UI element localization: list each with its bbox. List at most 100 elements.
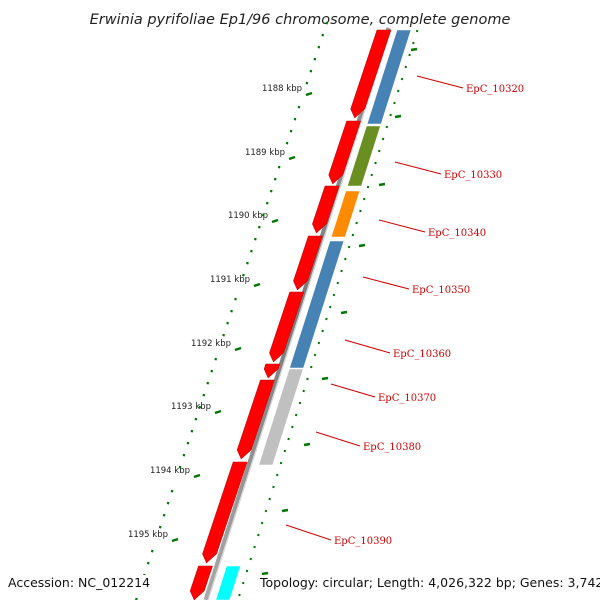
gc-dot [321, 33, 325, 37]
gc-dot [166, 501, 170, 505]
gc-dot [234, 297, 237, 301]
gc-dot [242, 273, 245, 277]
gc-dot [293, 117, 297, 121]
cog-block-grey [258, 368, 304, 466]
inner-gc-dot [242, 581, 245, 585]
gc-dot [269, 189, 273, 193]
gc-dot [206, 381, 210, 385]
gc-dots [135, 21, 419, 600]
gene-label: EpC_10320 [466, 84, 524, 95]
inner-gc-dot [317, 341, 321, 345]
gene-track [189, 29, 392, 600]
gc-dot [158, 525, 162, 529]
gc-dot [214, 357, 218, 361]
inner-gc-dot [245, 569, 249, 573]
inner-gc-dot [268, 497, 271, 501]
inner-gc-tick [281, 508, 289, 513]
scale-tick-label: 1192 kbp [191, 339, 231, 349]
gc-dot [265, 201, 269, 205]
label-leader-line [362, 276, 410, 290]
inner-gc-dot [370, 173, 373, 177]
inner-gc-dot [366, 185, 370, 189]
inner-gc-dot [351, 233, 355, 237]
inner-gc-dot [393, 101, 396, 105]
cog-block-blue [289, 240, 345, 369]
inner-gc-dot [389, 113, 392, 117]
inner-gc-dot [321, 329, 324, 333]
inner-gc-dot [400, 77, 404, 81]
inner-gc-tick [321, 376, 329, 381]
inner-gc-dot [385, 125, 389, 129]
inner-gc-dot [415, 29, 419, 33]
inner-gc-tick [358, 243, 366, 248]
gene-label: EpC_10360 [393, 349, 451, 360]
gc-dot [313, 57, 317, 61]
gc-dot [210, 369, 214, 373]
inner-gc-dot [238, 593, 241, 597]
gene-arrow [269, 291, 305, 363]
gene-arrow [312, 185, 340, 234]
inner-gc-dot [355, 221, 358, 225]
gc-dot [297, 105, 301, 109]
gene-arrow [189, 565, 213, 600]
inner-gc-dot [404, 65, 408, 69]
inner-gc-dot [344, 257, 347, 261]
scale-tick-label: 1190 kbp [228, 211, 268, 221]
inner-gc-dot [332, 293, 336, 297]
inner-gc-dot [264, 509, 268, 513]
gene-arrow [350, 29, 392, 119]
gc-dot [309, 69, 313, 73]
gc-dot [170, 489, 174, 493]
inner-gc-dot [253, 545, 256, 549]
gc-dot [273, 177, 277, 181]
gene-labels: EpC_10320 EpC_10330 EpC_10340 EpC_10350 EpC_… [285, 75, 524, 547]
gc-dot [277, 165, 281, 169]
inner-gc-tick [394, 114, 402, 119]
scale-tick [193, 473, 201, 479]
inner-gc-dot [260, 521, 264, 525]
scale-tick-label: 1194 kbp [150, 466, 190, 476]
cog-block-olive [346, 125, 381, 187]
scale-tick [305, 91, 313, 97]
gc-dot [202, 393, 206, 397]
inner-gc-dot [283, 449, 287, 453]
gene-arrow [328, 120, 362, 185]
inner-gc-tick [378, 182, 386, 187]
accession-text: Accession: NC_012214 [8, 575, 151, 590]
inner-gc-dot [257, 533, 260, 537]
inner-gc-dot [347, 245, 351, 249]
scale-tick-label: 1189 kbp [245, 148, 285, 158]
scale-tick [171, 537, 179, 543]
inner-gc-dot [272, 485, 275, 489]
inner-gc-dot [310, 365, 313, 369]
scale-tick [253, 282, 261, 288]
gc-dot [317, 45, 321, 49]
gene-arrow [293, 235, 323, 291]
gene-arrow [202, 461, 248, 564]
inner-gc-dot [306, 377, 309, 381]
inner-gc-dot [412, 41, 415, 45]
inner-gc-dot [328, 305, 332, 309]
gc-dot [250, 249, 253, 253]
inner-gc-dot [325, 317, 328, 321]
cog-block-cyan [215, 565, 241, 600]
inner-gc-dot [359, 209, 362, 213]
inner-gc-tick [410, 47, 418, 52]
gc-dot [150, 549, 154, 553]
gc-dot [285, 141, 289, 145]
gc-dot [254, 237, 257, 241]
cog-block-orange [330, 190, 361, 238]
cog-block-blue [366, 29, 412, 125]
gene-label: EpC_10350 [412, 285, 470, 296]
gc-dot [305, 81, 309, 85]
gc-dot [325, 21, 329, 25]
gc-dot [162, 513, 166, 517]
inner-gc-dot [396, 89, 400, 93]
scale-tick [288, 155, 296, 161]
gc-dot [198, 405, 202, 409]
inner-gc-dot [287, 437, 290, 441]
scale-tick-label: 1193 kbp [171, 402, 211, 412]
backbone-arc [203, 27, 392, 600]
scale-tick [234, 346, 242, 352]
